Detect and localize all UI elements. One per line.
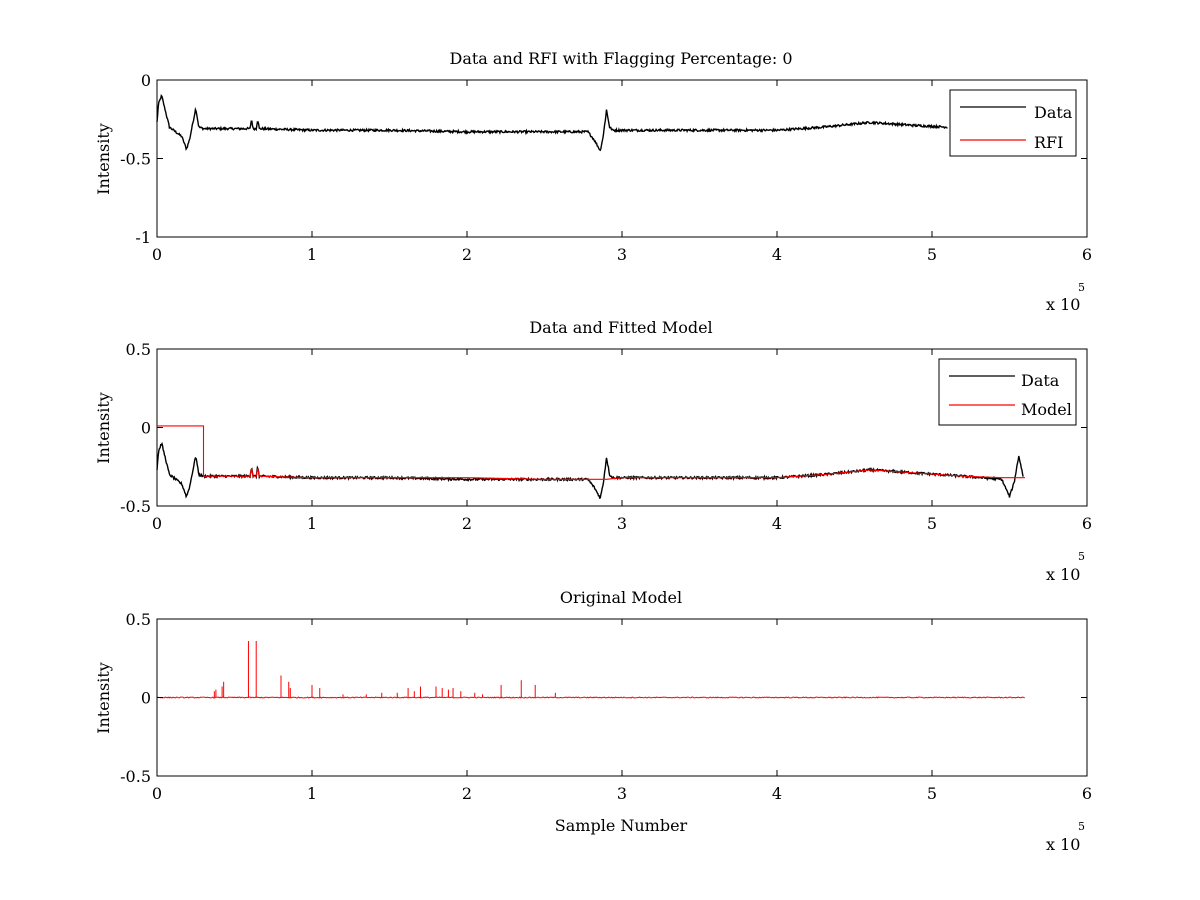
x-tick-label: 2	[462, 514, 472, 533]
series-line-model	[157, 425, 1025, 480]
x-tick-label: 4	[772, 514, 782, 533]
y-tick-label: -0.5	[120, 767, 151, 786]
legend-box	[949, 89, 1077, 157]
legend-label-rfi: RFI	[1034, 133, 1063, 152]
x-tick-label: 5	[927, 245, 937, 264]
y-axis-label: Intensity	[94, 392, 113, 464]
y-tick-label: 0.5	[126, 340, 151, 359]
x-exponent-power: 5	[1078, 820, 1085, 833]
y-tick-label: 0	[141, 689, 151, 708]
x-tick-label: 1	[307, 514, 317, 533]
x-exponent-label: x 10	[1046, 835, 1080, 854]
x-tick-label: 4	[772, 245, 782, 264]
x-tick-label: 0	[152, 245, 162, 264]
y-tick-label: 0	[141, 419, 151, 438]
legend-box	[938, 358, 1077, 426]
x-tick-label: 3	[617, 514, 627, 533]
x-tick-label: 2	[462, 784, 472, 803]
x-tick-label: 6	[1082, 245, 1092, 264]
legend-label-model: Model	[1021, 400, 1072, 419]
x-tick-label: 0	[152, 784, 162, 803]
x-tick-label: 0	[152, 514, 162, 533]
legend: Data RFI	[949, 89, 1077, 157]
x-tick-label: 3	[617, 784, 627, 803]
plot-area	[156, 640, 1025, 699]
chart-title: Original Model	[560, 588, 682, 607]
x-tick-label: 1	[307, 245, 317, 264]
y-tick-label: 0	[141, 71, 151, 90]
y-tick-label: 0.5	[126, 610, 151, 629]
x-exponent-label: x 10	[1046, 565, 1080, 584]
y-tick-label: -1	[135, 228, 151, 247]
chart-title: Data and Fitted Model	[529, 318, 712, 337]
x-tick-label: 6	[1082, 784, 1092, 803]
plot-area	[156, 93, 948, 152]
panel-data-and-rfi: Data and RFI with Flagging Percentage: 0…	[94, 49, 1092, 314]
x-tick-label: 2	[462, 245, 472, 264]
x-axis-label: Sample Number	[555, 816, 688, 835]
y-tick-label: -0.5	[120, 497, 151, 516]
legend-label-data: Data	[1021, 371, 1060, 390]
x-tick-label: 5	[927, 784, 937, 803]
x-tick-label: 1	[307, 784, 317, 803]
panel-original-model: Original Model Intensity Sample Number x…	[94, 588, 1092, 854]
x-tick-label: 4	[772, 784, 782, 803]
panel-data-and-fitted-model: Data and Fitted Model Intensity x 10 5 D…	[94, 318, 1092, 584]
x-exponent-power: 5	[1078, 550, 1085, 563]
y-axis-label: Intensity	[94, 662, 113, 734]
x-tick-label: 3	[617, 245, 627, 264]
plot-area	[156, 425, 1025, 500]
chart-title: Data and RFI with Flagging Percentage: 0	[449, 49, 792, 68]
y-axis-label: Intensity	[94, 123, 113, 195]
x-tick-label: 5	[927, 514, 937, 533]
series-line-data	[156, 93, 948, 152]
legend-label-data: Data	[1034, 103, 1073, 122]
x-tick-label: 6	[1082, 514, 1092, 533]
x-exponent-power: 5	[1078, 281, 1085, 294]
series-line-original-model	[156, 696, 1025, 699]
y-tick-label: -0.5	[120, 150, 151, 169]
x-exponent-label: x 10	[1046, 295, 1080, 314]
legend: Data Model	[938, 358, 1077, 426]
